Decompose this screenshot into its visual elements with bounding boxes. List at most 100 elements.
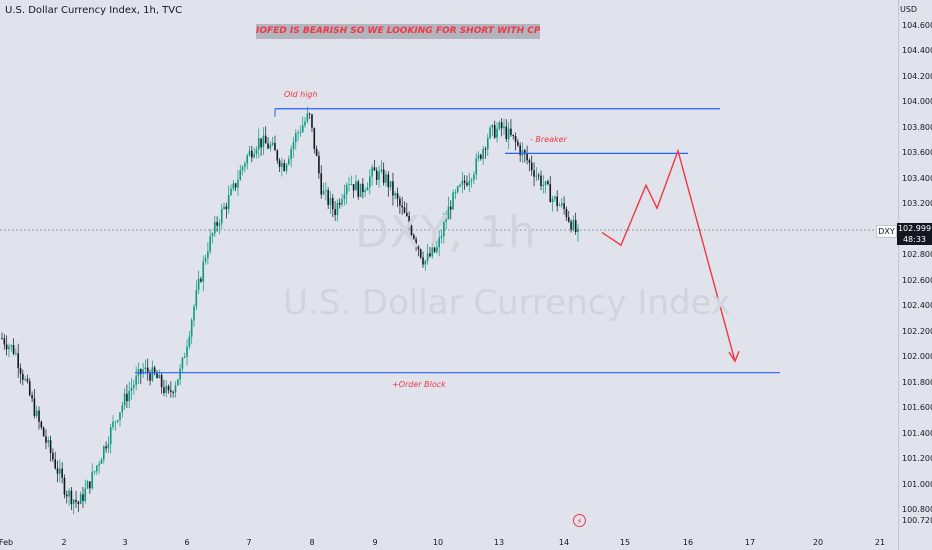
candle-body — [292, 142, 295, 149]
candle-body — [510, 128, 512, 135]
candle-body — [325, 190, 327, 192]
candle-body — [77, 501, 80, 505]
candle-body — [35, 410, 38, 416]
candle-body — [574, 219, 577, 233]
candle-body — [109, 427, 112, 445]
candlestick-series — [1, 106, 579, 515]
candle-body — [204, 257, 207, 262]
candle-body — [163, 387, 165, 394]
candle-body — [410, 225, 413, 235]
time-tick-label: 20 — [812, 538, 824, 547]
candle-body — [489, 127, 491, 138]
candle-body — [561, 203, 563, 206]
candle-body — [33, 398, 36, 416]
candle-body — [195, 290, 198, 307]
projection-arrowhead — [728, 350, 740, 363]
price-scale-unit: USD — [900, 5, 918, 14]
candle-body — [153, 367, 156, 374]
candle-body — [399, 198, 401, 206]
candle-body — [167, 386, 170, 391]
candle-body — [105, 446, 107, 449]
price-tick-label: 100.720 — [902, 515, 932, 525]
candle-body — [327, 190, 329, 205]
candle-body — [424, 260, 427, 265]
candle-body — [380, 169, 383, 172]
time-tick-label: 2 — [61, 538, 67, 547]
candle-body — [86, 481, 89, 489]
candle-body — [355, 181, 357, 191]
candle-body — [239, 170, 242, 181]
candle-body — [82, 494, 84, 501]
last-price-value: 102.999 — [897, 224, 932, 233]
candle-body — [84, 488, 87, 501]
candle-body — [5, 344, 8, 350]
candle-body — [31, 394, 33, 399]
candle-body — [237, 180, 239, 188]
candle-body — [107, 444, 110, 449]
time-tick-label: 8 — [309, 538, 315, 547]
candle-body — [454, 191, 457, 193]
candle-body — [468, 181, 471, 186]
price-tick-label: 101.400 — [902, 428, 932, 438]
candle-body — [40, 421, 43, 428]
candle-body — [299, 131, 302, 133]
candle-body — [255, 149, 258, 154]
candle-body — [412, 234, 415, 240]
lightning-icon[interactable]: ⚡ — [573, 514, 586, 527]
candle-body — [68, 490, 70, 497]
candle-body — [26, 379, 29, 382]
candle-body — [304, 121, 306, 126]
candle-body — [551, 198, 554, 203]
key-levels — [135, 108, 780, 374]
candle-body — [577, 228, 579, 233]
candle-body — [369, 176, 371, 188]
old-high-label: Old high — [284, 90, 318, 99]
candle-body — [542, 184, 545, 186]
candle-body — [276, 150, 279, 161]
candle-body — [517, 141, 519, 146]
candle-body — [315, 148, 318, 156]
candle-body — [70, 490, 73, 505]
time-tick-label: 9 — [372, 538, 378, 547]
candle-body — [89, 481, 91, 489]
candle-body — [556, 196, 558, 206]
candle-body — [505, 126, 508, 140]
candle-body — [241, 166, 244, 171]
time-tick-label: 6 — [184, 538, 190, 547]
candle-body — [359, 183, 362, 197]
candle-body — [433, 247, 436, 252]
candle-body — [262, 135, 265, 148]
candle-body — [183, 356, 186, 358]
candle-body — [267, 143, 269, 149]
candle-body — [554, 196, 556, 199]
candle-body — [174, 385, 177, 393]
candle-body — [172, 391, 174, 393]
candle-body — [45, 436, 47, 443]
candle-body — [329, 198, 332, 205]
candle-body — [419, 249, 422, 258]
candle-body — [260, 138, 262, 148]
candle-body — [570, 221, 572, 230]
candle-body — [357, 181, 360, 197]
candle-body — [216, 221, 218, 226]
candle-body — [477, 154, 480, 159]
price-scale[interactable] — [898, 0, 932, 550]
candle-body — [331, 198, 334, 210]
price-tick-label: 102.600 — [902, 275, 932, 285]
price-tick-label: 102.400 — [902, 301, 932, 311]
candle-body — [396, 193, 399, 199]
price-tick-label: 104.000 — [902, 97, 932, 107]
time-tick-label: 16 — [682, 538, 694, 547]
candle-body — [200, 278, 202, 282]
price-tick-label: 102.800 — [902, 250, 932, 260]
candle-body — [144, 367, 147, 370]
candle-body — [345, 185, 348, 195]
candle-body — [114, 421, 117, 423]
candle-body — [285, 164, 288, 171]
candle-body — [537, 175, 540, 177]
candle-body — [558, 205, 561, 207]
candle-body — [149, 373, 151, 381]
time-tick-label: 10 — [432, 538, 444, 547]
candle-body — [126, 393, 128, 402]
